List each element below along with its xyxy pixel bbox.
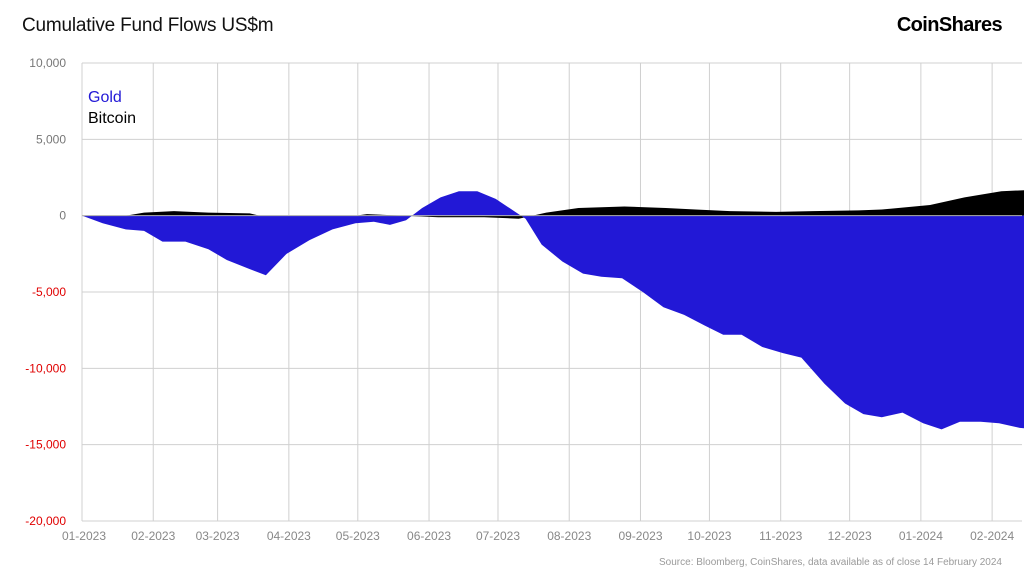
x-tick-label: 10-2023 — [687, 529, 731, 543]
chart-title: Cumulative Fund Flows US$m — [22, 15, 274, 36]
area-gold — [82, 191, 1024, 430]
y-tick-label: -20,000 — [25, 514, 66, 528]
legend: Gold Bitcoin — [88, 89, 136, 127]
x-tick-label: 04-2023 — [267, 529, 311, 543]
areas — [82, 190, 1024, 430]
area-bitcoin — [82, 190, 1024, 219]
x-tick-label: 02-2023 — [131, 529, 175, 543]
x-tick-label: 11-2023 — [759, 529, 802, 543]
y-tick-label: -15,000 — [25, 438, 66, 452]
y-tick-label: -10,000 — [25, 361, 66, 375]
x-tick-label: 01-2023 — [62, 529, 106, 543]
y-axis-ticks: 10,000 5,000 0 -5,000 -10,000 -15,000 -20,000 — [25, 56, 66, 528]
x-tick-label: 06-2023 — [407, 529, 451, 543]
legend-item-bitcoin: Bitcoin — [88, 110, 136, 127]
x-tick-label: 09-2023 — [618, 529, 662, 543]
y-tick-label: 10,000 — [29, 56, 66, 70]
x-tick-label: 08-2023 — [547, 529, 591, 543]
brand-logo: CoinShares — [896, 14, 1003, 36]
x-tick-label: 02-2024 — [970, 529, 1014, 543]
y-tick-label: 0 — [59, 209, 66, 223]
y-tick-label: -5,000 — [32, 285, 66, 299]
x-tick-label: 12-2023 — [828, 529, 872, 543]
x-axis-ticks: 01-2023 02-2023 03-2023 04-2023 05-2023 06-20… — [62, 529, 1015, 543]
x-tick-label: 03-2023 — [196, 529, 240, 543]
x-tick-label: 01-2024 — [899, 529, 943, 543]
x-tick-label: 05-2023 — [336, 529, 380, 543]
source-note: Source: Bloomberg, CoinShares, data avai… — [659, 557, 1002, 568]
legend-item-gold: Gold — [88, 89, 122, 106]
x-tick-label: 07-2023 — [476, 529, 520, 543]
y-tick-label: 5,000 — [36, 132, 66, 146]
